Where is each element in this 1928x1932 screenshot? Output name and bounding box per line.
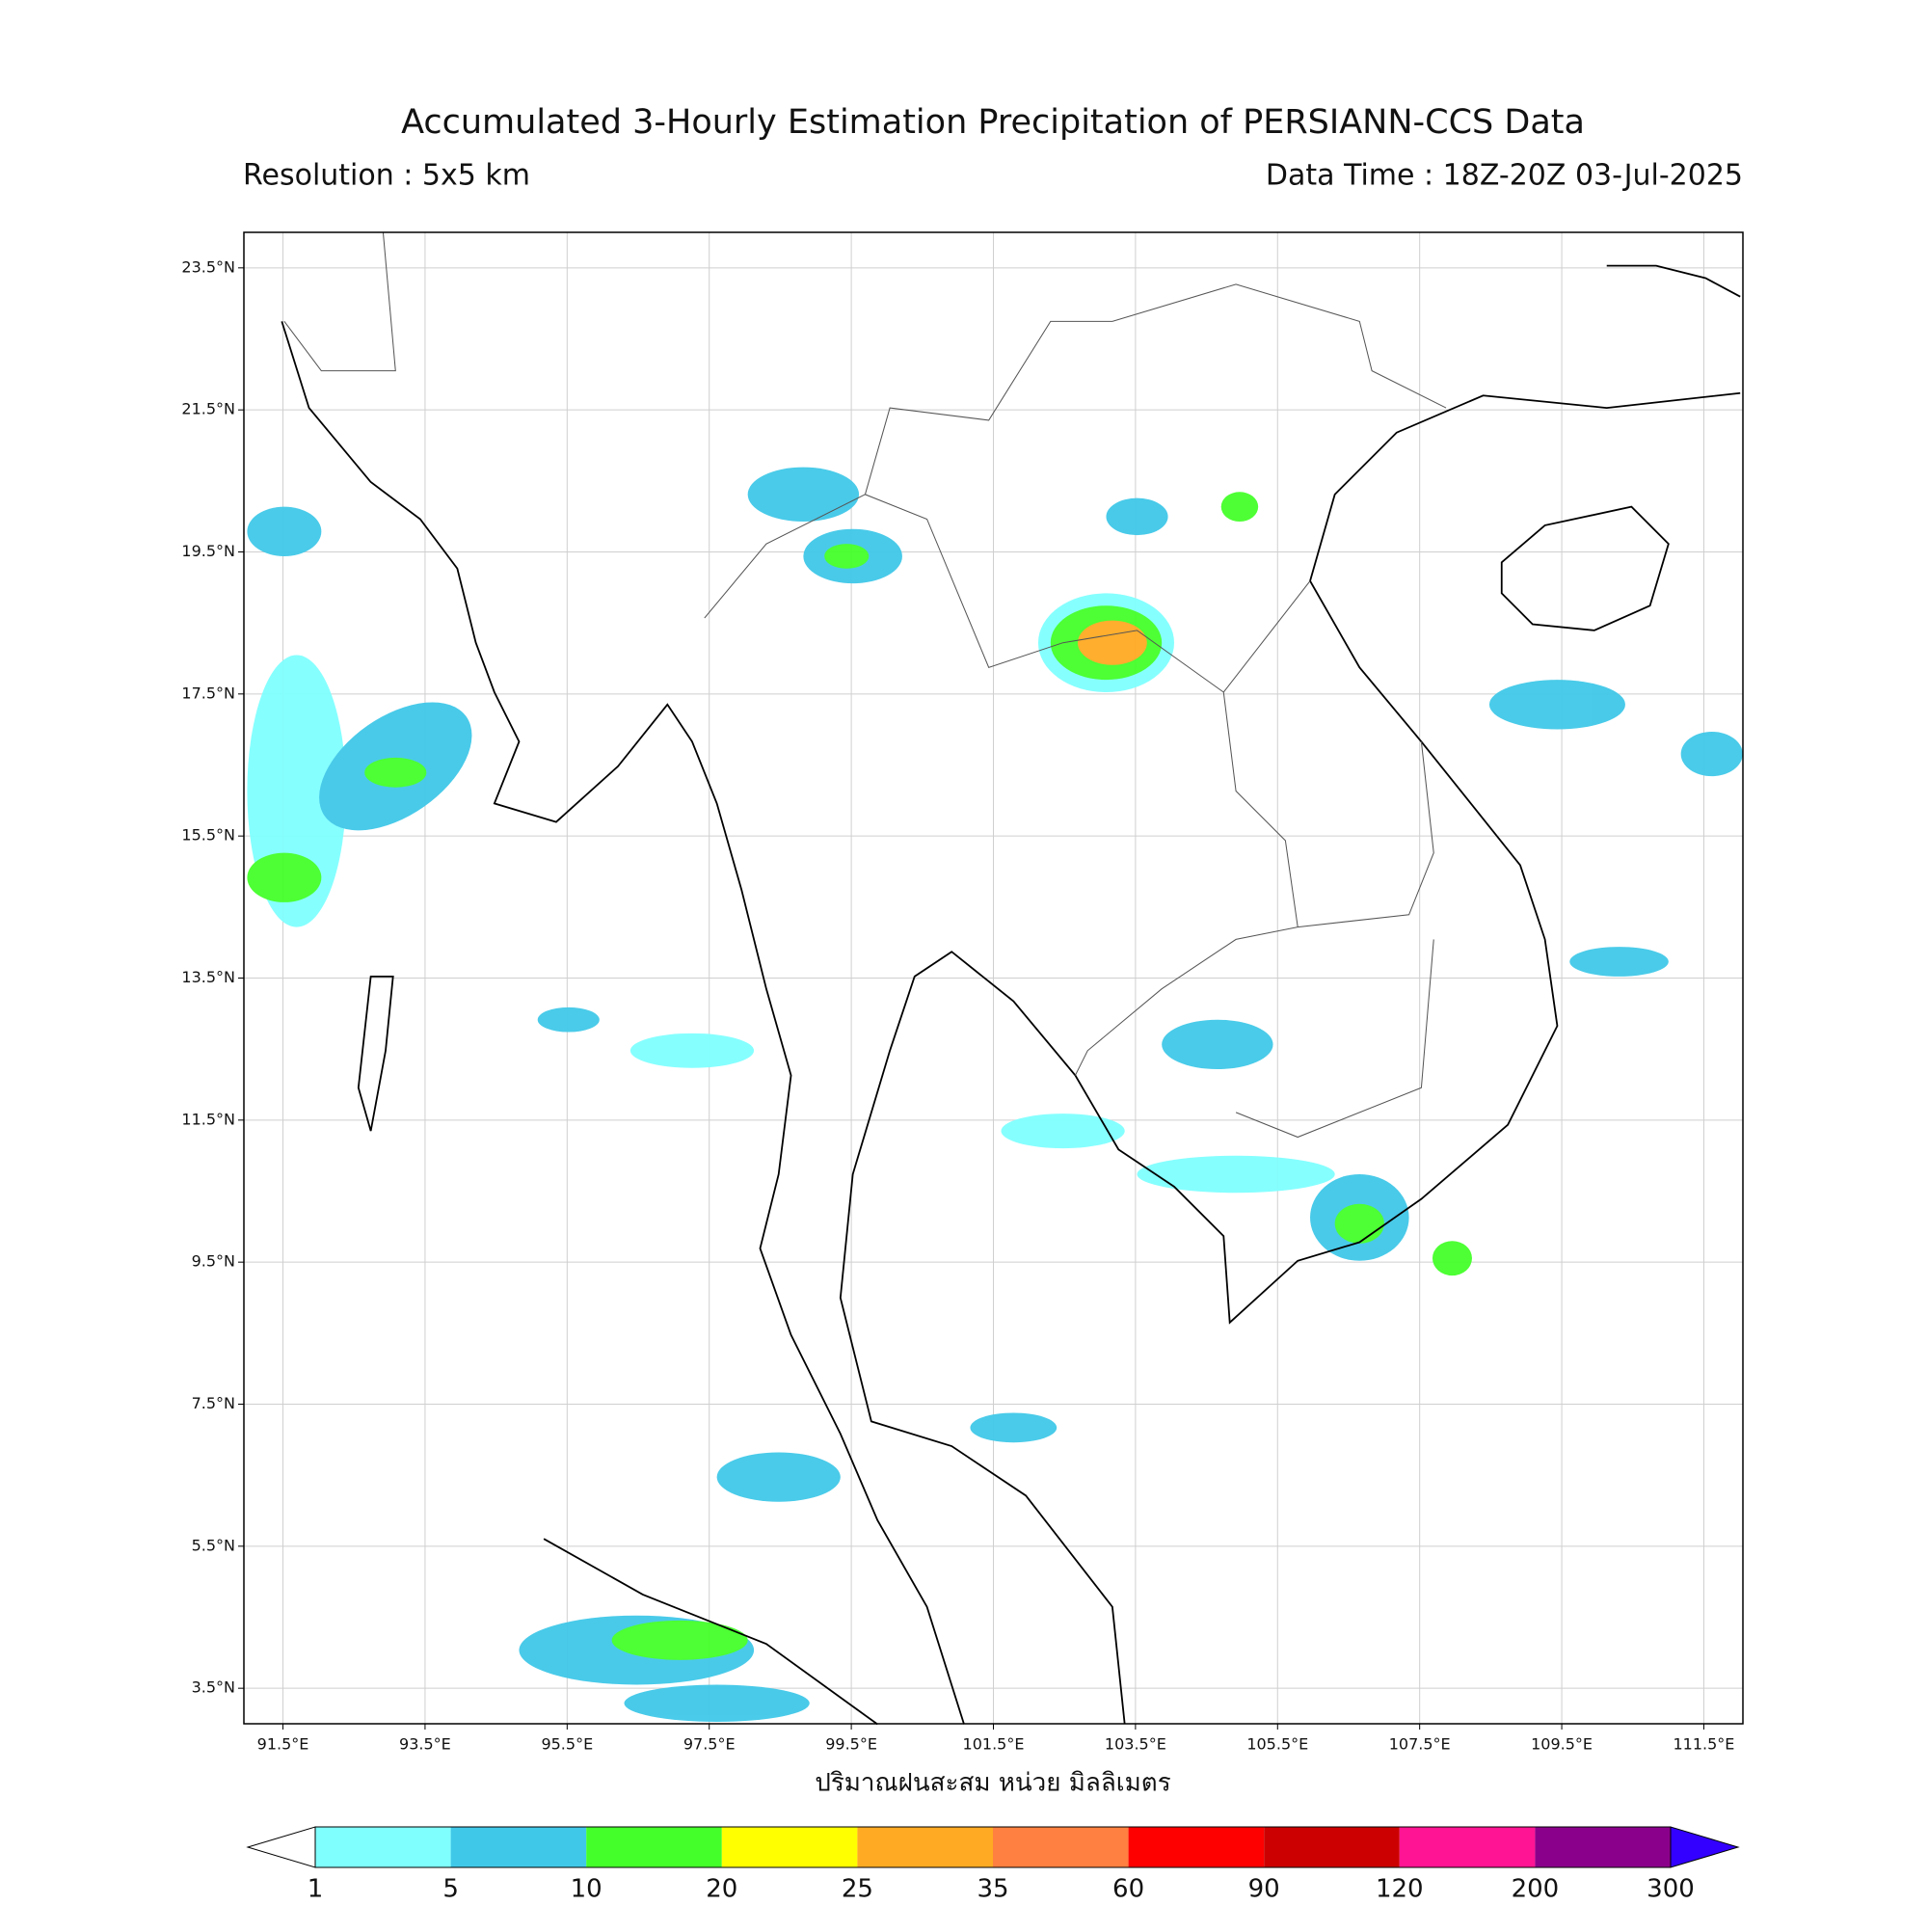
y-tick-label: 23.5°N: [181, 257, 235, 276]
x-tick-label: 93.5°E: [399, 1735, 451, 1754]
color-box: [857, 1827, 993, 1867]
color-box: [993, 1827, 1129, 1867]
y-tick-label: 19.5°N: [181, 542, 235, 560]
rain-areas: [247, 467, 1743, 1722]
x-tick-label: 95.5°E: [541, 1735, 593, 1754]
coastlines: [281, 264, 1741, 1726]
y-tick-label: 15.5°N: [181, 826, 235, 845]
borders: [283, 231, 1447, 1139]
grid: [244, 232, 1743, 1724]
under-arrow: [246, 1826, 316, 1868]
color-box: [450, 1827, 587, 1867]
x-tick-label: 91.5°E: [257, 1735, 309, 1754]
x-tick-label: 99.5°E: [825, 1735, 877, 1754]
colorbar-label: 60: [1112, 1875, 1144, 1904]
colorbar-label: 90: [1248, 1875, 1280, 1904]
x-tick-label: 105.5°E: [1246, 1735, 1308, 1754]
colorbar-label: 120: [1376, 1875, 1424, 1904]
resolution: Resolution : 5x5 km: [243, 159, 530, 193]
x-tick-label: 109.5°E: [1531, 1735, 1593, 1754]
color-box: [1128, 1827, 1265, 1867]
colorbar-frame: [314, 1826, 1672, 1868]
colorbar-label: 200: [1512, 1875, 1560, 1904]
y-tick-label: 13.5°N: [181, 968, 235, 986]
colorbar-label: 300: [1647, 1875, 1695, 1904]
colorbar-label: 5: [442, 1875, 459, 1904]
x-tick-label: 111.5°E: [1674, 1735, 1735, 1754]
colorbar: 1 5 10 20 25 35 60 90 120 200 300: [246, 1826, 1740, 1904]
color-box: [1264, 1827, 1400, 1867]
map-layer: [247, 231, 1743, 1726]
color-box: [1399, 1827, 1536, 1867]
y-tick-label: 3.5°N: [192, 1678, 235, 1697]
over-arrow: [1670, 1826, 1740, 1868]
colorbar-label: 1: [308, 1875, 324, 1904]
x-label: ปริมาณฝนสะสม หน่วย มิลลิเมตร: [815, 1769, 1170, 1798]
colorbar-label: 10: [571, 1875, 602, 1904]
y-tick-label: 11.5°N: [181, 1110, 235, 1128]
y-tick-label: 5.5°N: [192, 1536, 235, 1554]
x-tick-label: 101.5°E: [963, 1735, 1025, 1754]
color-box: [586, 1827, 722, 1867]
y-tick-label: 9.5°N: [192, 1252, 235, 1271]
title: Accumulated 3-Hourly Estimation Precipit…: [401, 103, 1585, 142]
x-tick-label: 103.5°E: [1105, 1735, 1166, 1754]
y-tick-label: 7.5°N: [192, 1394, 235, 1412]
color-box: [721, 1827, 858, 1867]
data-time: Data Time : 18Z-20Z 03-Jul-2025: [1266, 159, 1743, 193]
colorbar-label: 35: [977, 1875, 1008, 1904]
colorbar-label: 25: [842, 1875, 873, 1904]
color-box: [1535, 1827, 1671, 1867]
colorbar-label: 20: [706, 1875, 737, 1904]
x-tick-label: 107.5°E: [1389, 1735, 1451, 1754]
y-tick-label: 17.5°N: [181, 684, 235, 702]
color-box: [315, 1827, 451, 1867]
y-tick-label: 21.5°N: [181, 400, 235, 418]
x-tick-label: 97.5°E: [683, 1735, 736, 1754]
